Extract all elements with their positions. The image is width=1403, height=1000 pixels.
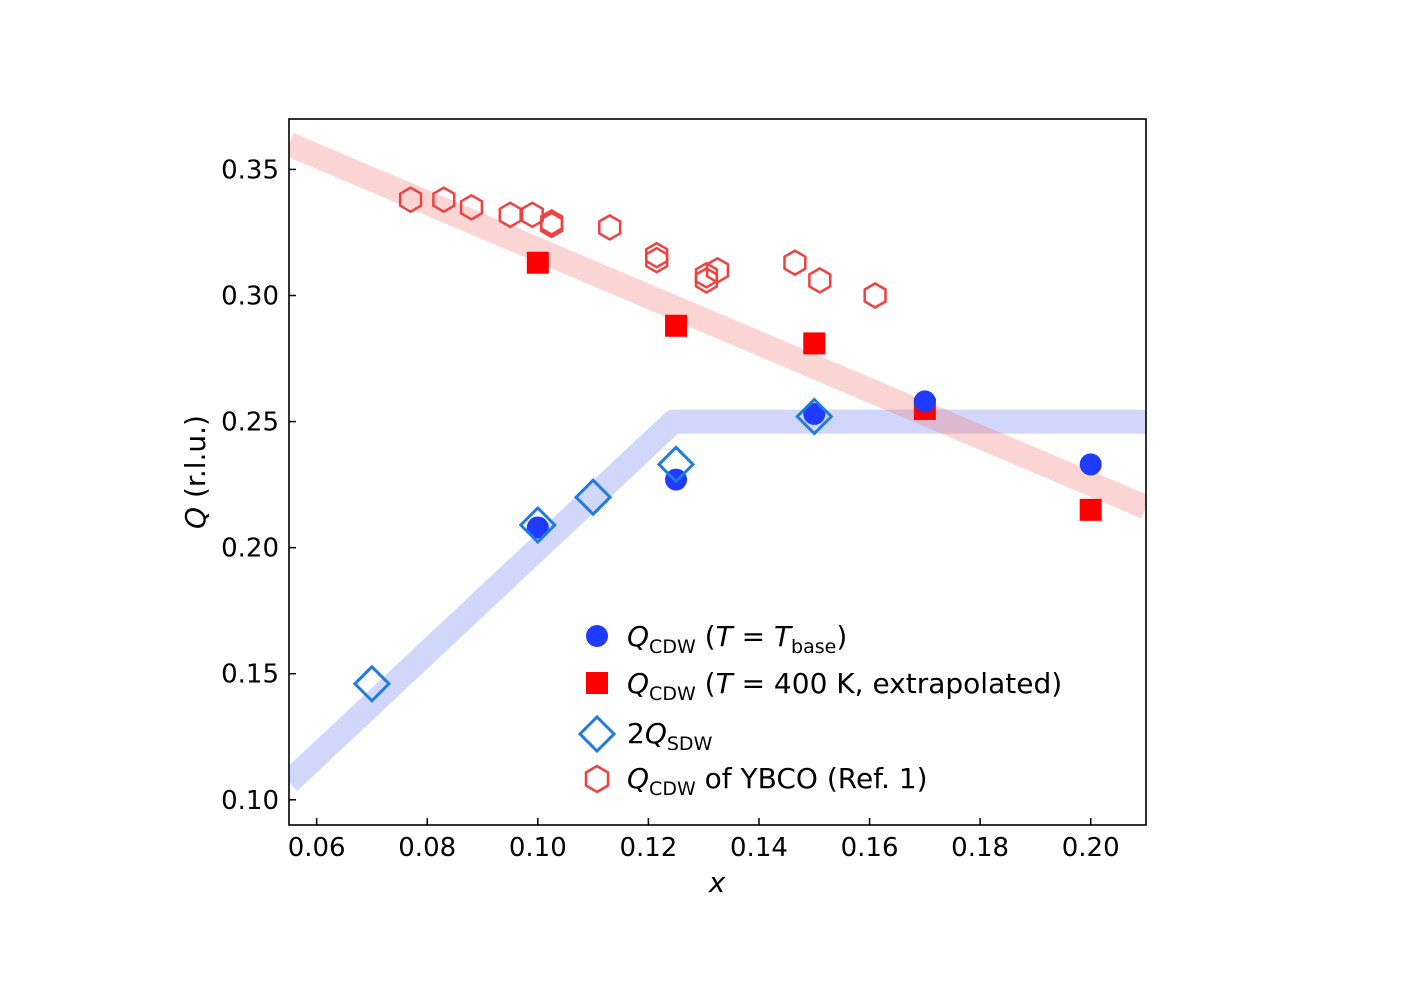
legend-marker-diamond bbox=[577, 714, 617, 754]
legend-label-ybco: QCDW of YBCO (Ref. 1) bbox=[627, 762, 928, 800]
guide-bands bbox=[289, 133, 1146, 791]
legend-marker-circle bbox=[586, 625, 608, 647]
x-tick-label: 0.08 bbox=[398, 833, 456, 863]
x-tick-label: 0.14 bbox=[730, 833, 788, 863]
y-axis-label: Q (r.l.u.) bbox=[179, 415, 212, 529]
y-tick-label: 0.30 bbox=[221, 282, 279, 312]
legend-label-cdw-400k: QCDW (T = 400 K, extrapolated) bbox=[627, 667, 1062, 705]
legend-marker-hexagon bbox=[584, 764, 610, 794]
legend-label-cdw-base: QCDW (T = Tbase) bbox=[627, 620, 847, 658]
point-cdw-base-circle bbox=[526, 516, 549, 539]
x-tick-label: 0.16 bbox=[841, 833, 899, 863]
legend-marker-square bbox=[586, 672, 608, 694]
x-axis-ticks: 0.06 0.08 0.10 0.12 0.14 0.16 0.18 0.20 bbox=[288, 818, 1120, 863]
plot-frame bbox=[288, 118, 1147, 826]
point-sdw-diamond bbox=[352, 664, 392, 703]
data-points bbox=[352, 186, 1102, 703]
point-cdw-400k-square bbox=[665, 314, 688, 337]
point-ybco-hexagon bbox=[498, 201, 522, 229]
point-cdw-base-circle bbox=[803, 403, 826, 426]
point-ybco-hexagon bbox=[539, 211, 564, 239]
point-sdw-diamond bbox=[656, 445, 696, 484]
point-ybco-hexagon bbox=[783, 249, 807, 277]
point-sdw-diamond bbox=[518, 505, 557, 545]
y-tick-label: 0.10 bbox=[221, 786, 279, 816]
point-ybco-hexagon bbox=[432, 186, 456, 214]
point-sdw-diamond bbox=[573, 478, 613, 517]
point-sdw-diamond bbox=[795, 397, 834, 436]
point-cdw-base-circle bbox=[1079, 453, 1102, 476]
red-band bbox=[289, 133, 1146, 519]
x-tick-label: 0.12 bbox=[619, 833, 677, 863]
x-tick-label: 0.10 bbox=[509, 833, 567, 863]
blue-band bbox=[289, 409, 1146, 791]
y-axis-unit: (r.l.u.) bbox=[179, 415, 212, 498]
y-tick-label: 0.25 bbox=[221, 408, 279, 438]
point-cdw-400k-square bbox=[526, 251, 549, 274]
y-axis-ticks: 0.10 0.15 0.20 0.25 0.30 0.35 bbox=[221, 155, 296, 816]
point-ybco-hexagon bbox=[520, 201, 544, 229]
x-tick-label: 0.18 bbox=[951, 833, 1009, 863]
point-cdw-base-circle bbox=[913, 390, 936, 413]
legend: QCDW (T = Tbase) QCDW (T = 400 K, extrap… bbox=[577, 620, 1062, 800]
point-ybco-hexagon bbox=[398, 186, 423, 214]
point-ybco-hexagon bbox=[808, 266, 832, 294]
x-tick-label: 0.20 bbox=[1062, 833, 1120, 863]
point-ybco-hexagon bbox=[459, 193, 484, 221]
x-axis-label: x bbox=[708, 866, 726, 899]
y-axis-symbol: Q bbox=[179, 507, 212, 529]
y-tick-label: 0.20 bbox=[221, 534, 279, 564]
point-cdw-400k-square bbox=[1079, 498, 1102, 521]
y-tick-label: 0.15 bbox=[221, 660, 279, 690]
point-cdw-400k-square bbox=[803, 332, 826, 355]
y-tick-label: 0.35 bbox=[221, 155, 279, 185]
point-ybco-hexagon bbox=[705, 256, 730, 284]
x-tick-label: 0.06 bbox=[288, 833, 346, 863]
point-ybco-hexagon bbox=[598, 213, 622, 241]
point-ybco-hexagon bbox=[863, 282, 887, 309]
point-ybco-hexagon bbox=[645, 246, 669, 274]
legend-label-sdw: 2QSDW bbox=[627, 717, 713, 755]
